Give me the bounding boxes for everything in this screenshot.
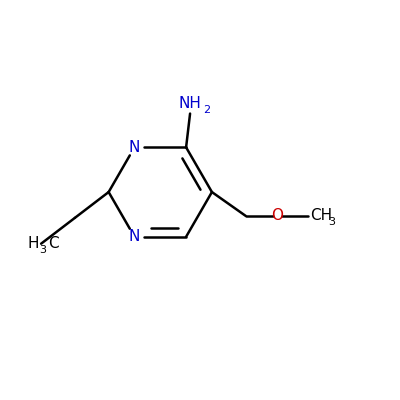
Text: 2: 2 xyxy=(203,105,210,115)
Text: CH: CH xyxy=(310,208,332,223)
Text: N: N xyxy=(129,140,140,155)
Text: 3: 3 xyxy=(328,217,335,227)
Text: H: H xyxy=(28,236,39,251)
Text: N: N xyxy=(129,229,140,244)
Text: NH: NH xyxy=(179,96,202,111)
Text: O: O xyxy=(272,208,284,223)
Text: 3: 3 xyxy=(39,245,46,255)
Text: C: C xyxy=(48,236,59,251)
